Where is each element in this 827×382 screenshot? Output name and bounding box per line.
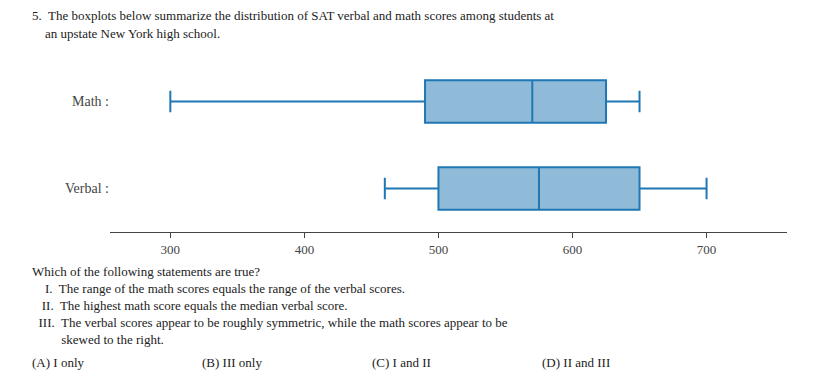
svg-text:III. The verbal scores appear: III. The verbal scores appear to be roug…	[32, 315, 508, 330]
svg-text:700: 700	[697, 242, 717, 257]
svg-text:300: 300	[161, 242, 181, 257]
svg-text:II. The highest math score eq: II. The highest math score equals the me…	[32, 298, 348, 313]
svg-text:(C) I and II: (C) I and II	[372, 355, 431, 370]
svg-text:(B) III only: (B) III only	[202, 355, 262, 370]
svg-text:skewed to the right.: skewed to the right.	[32, 332, 164, 347]
svg-text:Which of the following stateme: Which of the following statements are tr…	[32, 264, 260, 279]
svg-text:(A) I only: (A) I only	[32, 355, 84, 370]
svg-text:Verbal :: Verbal :	[65, 181, 109, 196]
svg-text:Math :: Math :	[72, 94, 109, 109]
svg-text:an upstate New York high schoo: an upstate New York high school.	[32, 26, 220, 41]
svg-text:600: 600	[563, 242, 583, 257]
svg-text:I. The range of the math scor: I. The range of the math scores equals t…	[32, 281, 405, 296]
svg-text:500: 500	[429, 242, 449, 257]
svg-text:(D) II and III: (D) II and III	[542, 355, 610, 370]
svg-text:5. The boxplots below summari: 5. The boxplots below summarize the dist…	[32, 8, 554, 23]
svg-text:400: 400	[295, 242, 315, 257]
